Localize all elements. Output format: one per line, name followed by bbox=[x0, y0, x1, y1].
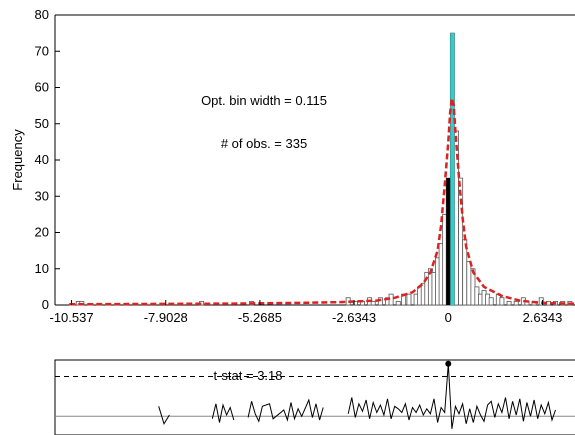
tstat-annotation: t-stat = 3.18 bbox=[213, 368, 282, 383]
highlight-bar bbox=[446, 178, 451, 305]
histogram-bar bbox=[462, 239, 468, 306]
histogram-bar bbox=[370, 300, 376, 306]
density-fit-line bbox=[69, 98, 575, 306]
histogram-bar bbox=[499, 297, 505, 306]
histogram-bar bbox=[395, 300, 401, 306]
obs-count-annotation: # of obs. = 335 bbox=[221, 136, 307, 151]
tstat-frame bbox=[54, 359, 575, 435]
x-tick-label: 0 bbox=[445, 310, 452, 325]
y-tick-label: 40 bbox=[35, 152, 49, 167]
highlight-bar bbox=[450, 33, 455, 305]
y-tick-label: 60 bbox=[35, 80, 49, 95]
histogram-bar bbox=[406, 293, 412, 306]
y-tick-label: 80 bbox=[35, 7, 49, 22]
histogram-bar bbox=[506, 300, 512, 306]
y-tick-label: 0 bbox=[42, 297, 49, 312]
x-tick-label: -5.2685 bbox=[238, 310, 282, 325]
x-tick-label: -10.537 bbox=[50, 310, 94, 325]
histogram-bar bbox=[488, 297, 494, 306]
tstat-peak-marker bbox=[445, 360, 452, 367]
tstat-line-segment bbox=[211, 403, 235, 423]
tstat-line-segment bbox=[247, 398, 324, 423]
x-tick-label: -2.6343 bbox=[332, 310, 376, 325]
tstat-line-segment bbox=[158, 406, 170, 426]
y-tick-label: 30 bbox=[35, 188, 49, 203]
y-tick-label: 50 bbox=[35, 116, 49, 131]
tstat-series bbox=[158, 363, 556, 429]
tstat-panel: t-stat = 3.18 bbox=[54, 359, 575, 435]
x-tick-label: 2.6343 bbox=[523, 310, 563, 325]
y-axis-ticks: 0 10 20 30 40 50 60 70 80 bbox=[35, 7, 60, 312]
x-tick-label: -7.9028 bbox=[144, 310, 188, 325]
x-axis-ticks: -10.537 -7.9028 -5.2685 -2.6343 0 2.6343 bbox=[50, 300, 563, 325]
histogram-bar bbox=[513, 300, 519, 306]
bin-width-annotation: Opt. bin width = 0.115 bbox=[201, 93, 327, 108]
histogram-bars bbox=[75, 32, 573, 306]
histogram-panel: -10.537 -7.9028 -5.2685 -2.6343 0 2.6343 0 10 2… bbox=[10, 7, 575, 325]
y-tick-label: 10 bbox=[35, 261, 49, 276]
histogram-bar bbox=[466, 261, 472, 306]
tstat-line-segment bbox=[347, 363, 556, 429]
histogram-axes bbox=[54, 14, 575, 306]
histogram-bar bbox=[458, 177, 464, 306]
histogram-bar bbox=[352, 300, 358, 306]
highlight-bars bbox=[446, 33, 455, 305]
histogram-bar bbox=[538, 297, 544, 306]
y-axis-label: Frequency bbox=[10, 129, 25, 191]
y-tick-label: 70 bbox=[35, 43, 49, 58]
y-tick-label: 20 bbox=[35, 225, 49, 240]
